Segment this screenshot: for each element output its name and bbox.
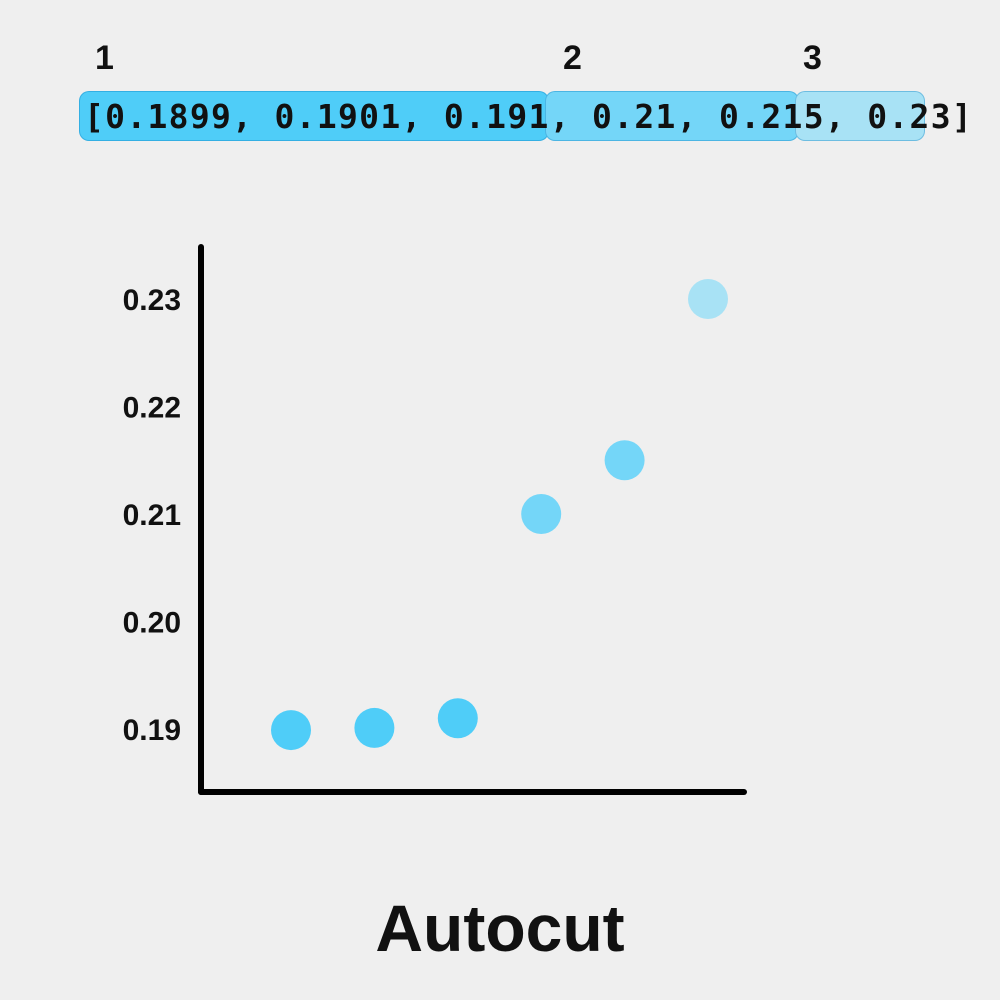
chart-title: Autocut bbox=[375, 891, 625, 965]
data-point bbox=[521, 494, 562, 534]
y-tick-label: 0.21 bbox=[123, 499, 181, 532]
array-values-text: [0.1899, 0.1901, 0.191, 0.21, 0.215, 0.2… bbox=[84, 97, 974, 136]
group-label-3: 3 bbox=[803, 39, 822, 77]
data-point bbox=[688, 279, 728, 319]
data-point bbox=[271, 710, 311, 751]
data-point bbox=[604, 440, 645, 481]
y-tick-label: 0.20 bbox=[123, 607, 181, 640]
y-tick-label: 0.19 bbox=[123, 714, 181, 747]
points-layer bbox=[271, 279, 728, 751]
array-strip bbox=[79, 91, 925, 141]
data-point bbox=[354, 707, 395, 748]
group-2-highlight bbox=[545, 91, 799, 141]
group-label-2: 2 bbox=[563, 39, 582, 77]
y-tick-label: 0.23 bbox=[123, 284, 181, 317]
data-point bbox=[437, 698, 478, 739]
scatter-chart: 0.19 0.20 0.21 0.22 0.23 bbox=[123, 244, 747, 795]
group-1-highlight bbox=[79, 91, 549, 141]
y-tick-labels: 0.19 0.20 0.21 0.22 0.23 bbox=[123, 284, 181, 747]
group-label-1: 1 bbox=[95, 39, 114, 77]
y-tick-label: 0.22 bbox=[123, 392, 181, 425]
group-3-highlight bbox=[795, 91, 925, 141]
